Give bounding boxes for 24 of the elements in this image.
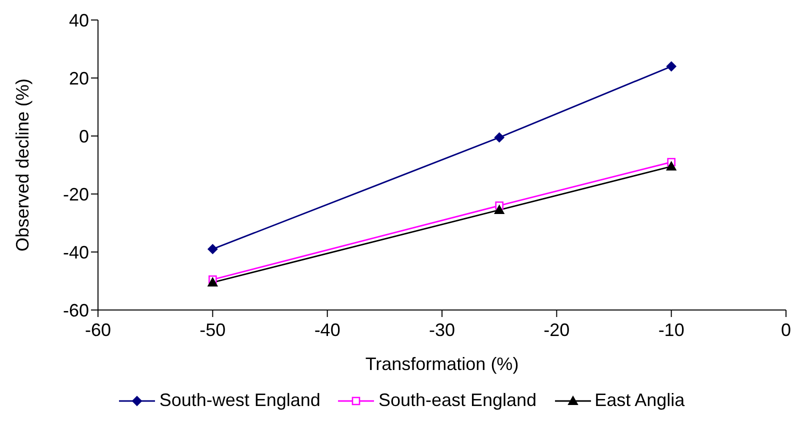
- legend-label: East Anglia: [594, 390, 685, 411]
- y-tick-label: 40: [68, 10, 89, 30]
- y-tick-label: -40: [62, 242, 89, 262]
- y-tick-label: 0: [78, 126, 89, 146]
- legend-label: South-east England: [378, 390, 537, 411]
- y-tick-label: -60: [62, 300, 89, 320]
- x-tick-label: -40: [314, 320, 340, 340]
- y-axis-title: Observed decline (%): [12, 78, 32, 252]
- y-tick-label: 20: [68, 68, 89, 88]
- x-tick-label: 0: [780, 320, 792, 340]
- point: [208, 277, 218, 286]
- x-tick-label: -10: [658, 320, 684, 340]
- point: [494, 132, 504, 142]
- point: [666, 61, 676, 72]
- x-tick-label: -60: [84, 320, 112, 340]
- x-axis-title: Transformation (%): [365, 354, 519, 374]
- legend-label: South-west England: [159, 390, 320, 411]
- x-tick-label: -30: [428, 320, 456, 340]
- point: [494, 204, 504, 214]
- x-tick-label: -20: [544, 320, 570, 340]
- x-tick-label: -50: [200, 320, 226, 340]
- point: [666, 161, 676, 170]
- y-tick-label: -20: [62, 184, 89, 204]
- point: [208, 244, 218, 254]
